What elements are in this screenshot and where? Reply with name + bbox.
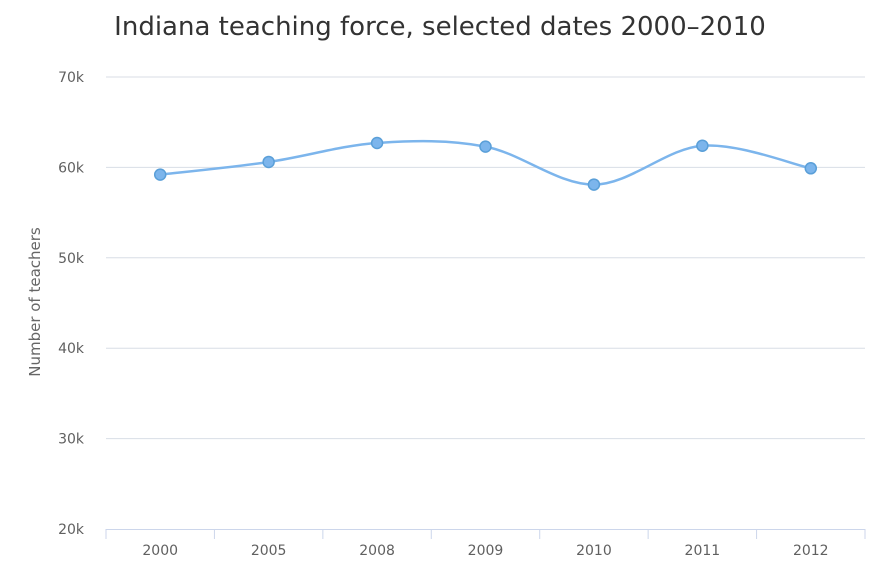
data-point[interactable] bbox=[262, 155, 275, 169]
y-tick-label: 20k bbox=[58, 522, 85, 538]
series-layer bbox=[153, 136, 818, 191]
chart-title: Indiana teaching force, selected dates 2… bbox=[114, 12, 766, 42]
data-point[interactable] bbox=[370, 136, 384, 150]
data-point[interactable] bbox=[587, 178, 601, 191]
y-tick-label: 70k bbox=[58, 70, 85, 86]
data-point[interactable] bbox=[804, 162, 818, 175]
y-tick-label: 40k bbox=[58, 341, 85, 357]
y-axis-ticks: 20k 30k 40k 50k 60k 70k bbox=[58, 70, 85, 538]
x-tick-label: 2008 bbox=[359, 543, 395, 559]
x-tick-label: 2000 bbox=[142, 543, 178, 559]
y-tick-label: 60k bbox=[58, 160, 85, 176]
gridlines bbox=[106, 76, 865, 440]
x-axis: 2000 2005 2008 2009 2010 2011 2012 bbox=[105, 529, 866, 559]
x-tick-label: 2005 bbox=[251, 543, 287, 559]
x-tick-label: 2011 bbox=[685, 543, 721, 559]
x-tick-label: 2010 bbox=[576, 543, 612, 559]
data-point[interactable] bbox=[696, 139, 709, 152]
x-tick-label: 2009 bbox=[468, 543, 504, 559]
y-tick-label: 30k bbox=[58, 432, 85, 448]
data-point[interactable] bbox=[479, 140, 492, 153]
x-tick-label: 2012 bbox=[793, 543, 829, 559]
y-axis-label: Number of teachers bbox=[26, 227, 44, 377]
y-tick-label: 50k bbox=[58, 251, 85, 267]
data-point[interactable] bbox=[153, 168, 167, 181]
